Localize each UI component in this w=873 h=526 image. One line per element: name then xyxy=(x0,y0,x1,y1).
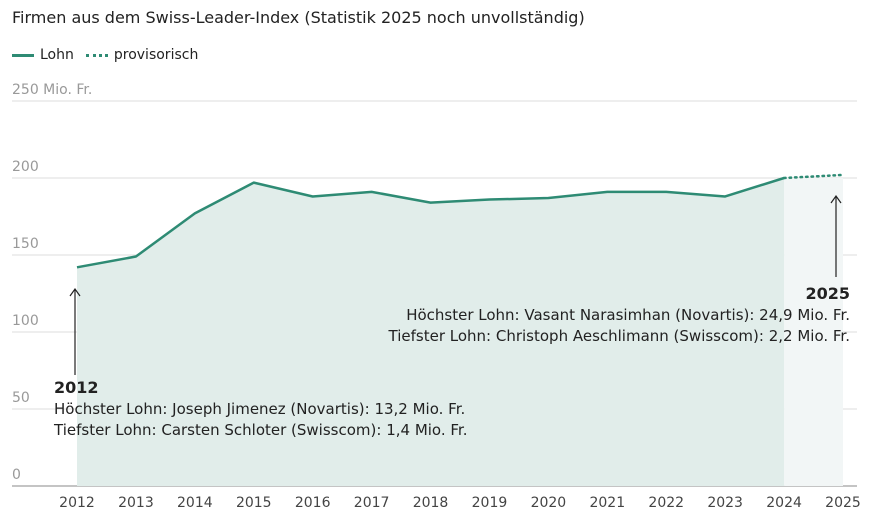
x-tick-label: 2024 xyxy=(766,495,802,511)
annotation-2012: 2012 Höchster Lohn: Joseph Jimenez (Nova… xyxy=(54,377,467,441)
x-tick-label: 2023 xyxy=(707,495,743,511)
x-tick-label: 2019 xyxy=(472,495,508,511)
provisional-area xyxy=(784,178,843,486)
x-tick-label: 2025 xyxy=(825,495,861,511)
x-tick-label: 2014 xyxy=(177,495,213,511)
y-tick-label: 100 xyxy=(12,313,39,329)
arrow-head-2025 xyxy=(830,194,842,204)
x-tick-label: 2017 xyxy=(354,495,390,511)
x-tick-label: 2015 xyxy=(236,495,272,511)
x-tick-label: 2020 xyxy=(531,495,567,511)
x-tick-label: 2016 xyxy=(295,495,331,511)
y-tick-label: 0 xyxy=(12,467,21,483)
x-tick-label: 2018 xyxy=(413,495,449,511)
y-tick-label: 150 xyxy=(12,236,39,252)
y-tick-label: 250 Mio. Fr. xyxy=(12,82,92,98)
x-tick-label: 2021 xyxy=(589,495,625,511)
annotation-2025-year: 2025 xyxy=(805,284,850,303)
series-line-provisorisch xyxy=(782,173,845,180)
area-fill xyxy=(77,178,785,486)
legend-label-provisorisch: provisorisch xyxy=(113,47,199,63)
x-tick-label: 2022 xyxy=(648,495,684,511)
series-line-lohn xyxy=(76,176,785,269)
legend-solid-swatch xyxy=(12,53,34,57)
x-tick-label: 2012 xyxy=(59,495,95,511)
arrow-head-2012 xyxy=(69,287,81,297)
legend: Lohn provisorisch xyxy=(12,47,198,63)
y-tick-label: 200 xyxy=(12,159,39,175)
annotation-2012-low: Tiefster Lohn: Carsten Schloter (Swissco… xyxy=(54,421,468,439)
annotation-2025-low: Tiefster Lohn: Christoph Aeschlimann (Sw… xyxy=(388,327,850,345)
annotation-2025: 2025 Höchster Lohn: Vasant Narasimhan (N… xyxy=(389,283,850,347)
x-tick-label: 2013 xyxy=(118,495,154,511)
y-tick-label: 50 xyxy=(12,390,30,406)
chart-title: Firmen aus dem Swiss-Leader-Index (Stati… xyxy=(12,8,585,27)
legend-dotted-swatch xyxy=(85,53,108,57)
legend-label-lohn: Lohn xyxy=(40,47,74,63)
annotation-2025-high: Höchster Lohn: Vasant Narasimhan (Novart… xyxy=(406,306,850,324)
annotation-2012-high: Höchster Lohn: Joseph Jimenez (Novartis)… xyxy=(54,400,466,418)
annotation-2012-year: 2012 xyxy=(54,378,99,397)
